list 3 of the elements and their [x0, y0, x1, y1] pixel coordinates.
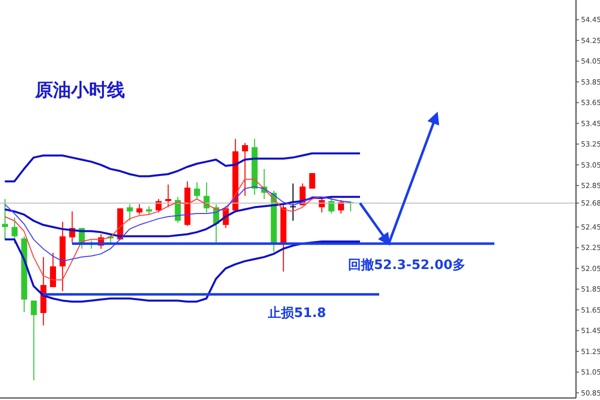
text: 原油小时线 [35, 79, 125, 102]
annotation: 止损51.8 [268, 305, 326, 322]
annotation: 回撤52.3-52.00多 [348, 256, 466, 274]
